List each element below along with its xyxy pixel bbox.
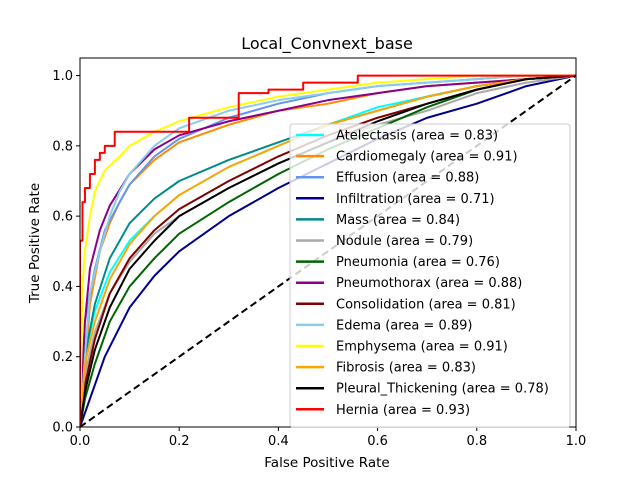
y-tick-label: 0.6	[52, 210, 73, 225]
x-tick-label: 0.4	[268, 434, 289, 449]
legend-label: Emphysema (area = 0.91)	[336, 340, 508, 355]
y-tick-label: 0.4	[52, 280, 73, 295]
legend-label: Consolidation (area = 0.81)	[336, 297, 516, 312]
roc-curve-pneumothorax	[80, 74, 576, 427]
y-axis-label: True Positive Rate	[27, 183, 43, 304]
legend-label: Effusion (area = 0.88)	[336, 171, 479, 186]
x-tick-label: 0.6	[367, 434, 388, 449]
axes: 0.0 0.2 0.4 0.6 0.8 1.0 0.0 0.2 0.4 0.6 0.8 1.0	[52, 57, 587, 449]
legend-label: Hernia (area = 0.93)	[336, 403, 470, 418]
roc-curve-edema	[80, 74, 576, 427]
legend-label: Fibrosis (area = 0.83)	[336, 361, 476, 376]
x-tick-label: 0.2	[169, 434, 190, 449]
legend-label: Nodule (area = 0.79)	[336, 234, 473, 249]
legend-label: Mass (area = 0.84)	[336, 213, 460, 228]
roc-curve-emphysema	[80, 74, 576, 427]
legend-label: Infiltration (area = 0.71)	[336, 192, 495, 207]
y-tick-label: 0.8	[52, 139, 73, 154]
legend-box	[289, 123, 571, 428]
legend-label: Pleural_Thickening (area = 0.78)	[336, 382, 549, 397]
legend-label: Pneumothorax (area = 0.88)	[336, 276, 522, 291]
x-tick-label: 1.0	[566, 434, 587, 449]
roc-curve-pleural-thickening	[80, 74, 576, 427]
y-tick-label: 1.0	[52, 69, 73, 84]
legend-label: Cardiomegaly (area = 0.91)	[336, 150, 518, 165]
roc-curve-hernia	[80, 74, 576, 427]
legend-label: Pneumonia (area = 0.76)	[336, 255, 500, 270]
legend: Atelectasis (area = 0.83) Cardiomegaly (a…	[289, 123, 571, 428]
x-axis-label: False Positive Rate	[264, 455, 389, 471]
y-tick-label: 0.0	[52, 421, 73, 436]
chart-title: Local_Convnext_base	[241, 34, 413, 54]
x-tick-label: 0.8	[466, 434, 487, 449]
roc-curve-fibrosis	[80, 74, 576, 427]
legend-label: Edema (area = 0.89)	[336, 318, 472, 333]
roc-curve-infiltration	[80, 74, 576, 427]
roc-curve-pneumonia	[80, 74, 576, 427]
x-tick-label: 0.0	[70, 434, 91, 449]
y-tick-label: 0.2	[52, 350, 73, 365]
legend-label: Atelectasis (area = 0.83)	[336, 129, 498, 144]
